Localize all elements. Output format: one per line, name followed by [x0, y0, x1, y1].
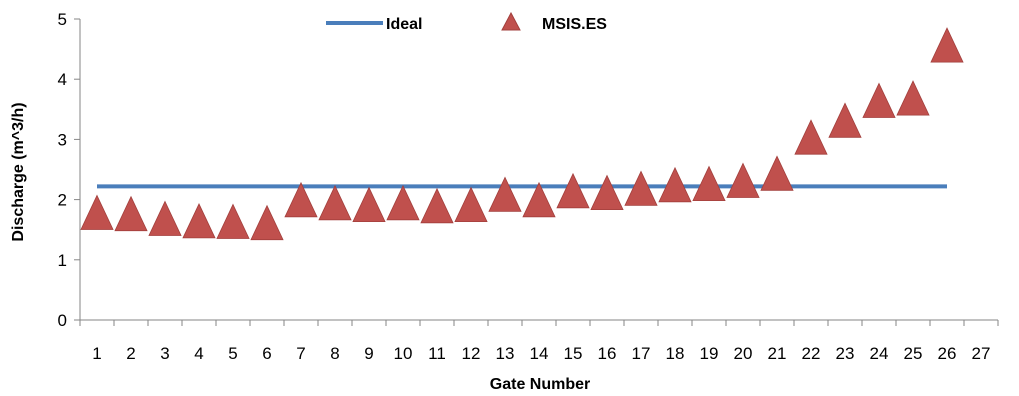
y-axis-title: Discharge (m^3/h)	[10, 102, 27, 241]
x-tick-label: 14	[530, 344, 549, 363]
y-tick-label: 1	[58, 251, 67, 270]
series	[80, 27, 964, 241]
x-tick-label: 26	[938, 344, 957, 363]
msis-point-gate-14	[522, 181, 556, 218]
msis-point-gate-24	[862, 82, 896, 118]
x-tick-label: 1	[92, 344, 101, 363]
msis-point-gate-18	[658, 166, 692, 203]
x-tick-label: 2	[126, 344, 135, 363]
msis-point-gate-1	[80, 194, 114, 230]
msis-point-gate-4	[182, 202, 216, 239]
x-tick-label: 4	[194, 344, 203, 363]
x-tick-label: 18	[666, 344, 685, 363]
x-tick-label: 21	[768, 344, 787, 363]
msis-point-gate-19	[692, 165, 726, 202]
legend-msis-label: MSIS.ES	[542, 16, 607, 33]
msis-point-gate-20	[726, 162, 760, 198]
x-tick-label: 24	[870, 344, 889, 363]
x-tick-label: 8	[330, 344, 339, 363]
x-axis-title: Gate Number	[490, 376, 590, 393]
msis-point-gate-11	[420, 187, 454, 224]
msis-point-gate-6	[250, 204, 284, 241]
msis-point-gate-3	[148, 200, 182, 236]
legend-msis-swatch	[501, 11, 521, 31]
msis-point-gate-13	[488, 176, 522, 212]
msis-point-gate-15	[556, 172, 590, 209]
x-tick-label: 17	[632, 344, 651, 363]
msis-point-gate-26	[930, 27, 964, 63]
msis-point-gate-10	[386, 184, 420, 221]
x-tick-label: 11	[428, 344, 446, 363]
x-tick-label: 6	[262, 344, 271, 363]
x-tick-label: 3	[160, 344, 169, 363]
x-tick-label: 10	[394, 344, 413, 363]
y-tick-label: 3	[58, 130, 67, 149]
msis-point-gate-25	[896, 80, 930, 116]
msis-point-gate-23	[828, 102, 862, 138]
msis-point-gate-12	[454, 186, 488, 223]
x-ticks: 1 2 3 4 5 6 7 8 9 10 11 12 13 14 15 16 17 18 19 20 21 22 23 24 2…	[79, 320, 999, 363]
msis-point-gate-21	[760, 155, 794, 191]
x-tick-label: 15	[564, 344, 583, 363]
x-tick-label: 16	[598, 344, 617, 363]
msis-point-gate-22	[794, 119, 828, 155]
x-tick-label: 25	[904, 344, 923, 363]
x-tick-label: 19	[700, 344, 719, 363]
y-tick-label: 2	[58, 191, 67, 210]
axes	[79, 19, 998, 321]
x-tick-label: 9	[364, 344, 373, 363]
x-tick-label: 20	[734, 344, 753, 363]
msis-point-gate-16	[590, 174, 624, 211]
legend: Ideal MSIS.ES	[326, 11, 607, 33]
legend-ideal-label: Ideal	[386, 16, 422, 33]
x-tick-label: 22	[802, 344, 821, 363]
msis-point-gate-17	[624, 170, 658, 206]
x-tick-label: 23	[836, 344, 855, 363]
x-tick-label: 12	[462, 344, 481, 363]
x-tick-label: 27	[972, 344, 991, 363]
y-tick-label: 5	[58, 10, 67, 29]
msis-point-gate-2	[114, 195, 148, 232]
msis-point-gate-8	[318, 184, 352, 221]
msis-point-gate-7	[284, 181, 318, 218]
x-tick-label: 5	[228, 344, 237, 363]
x-tick-label: 13	[496, 344, 515, 363]
x-tick-label: 7	[296, 344, 305, 363]
y-tick-label: 4	[58, 70, 67, 89]
msis-point-gate-9	[352, 186, 386, 223]
y-ticks: 0 1 2 3 4 5	[58, 10, 80, 330]
msis-point-gate-5	[216, 203, 250, 239]
y-tick-label: 0	[58, 311, 67, 330]
